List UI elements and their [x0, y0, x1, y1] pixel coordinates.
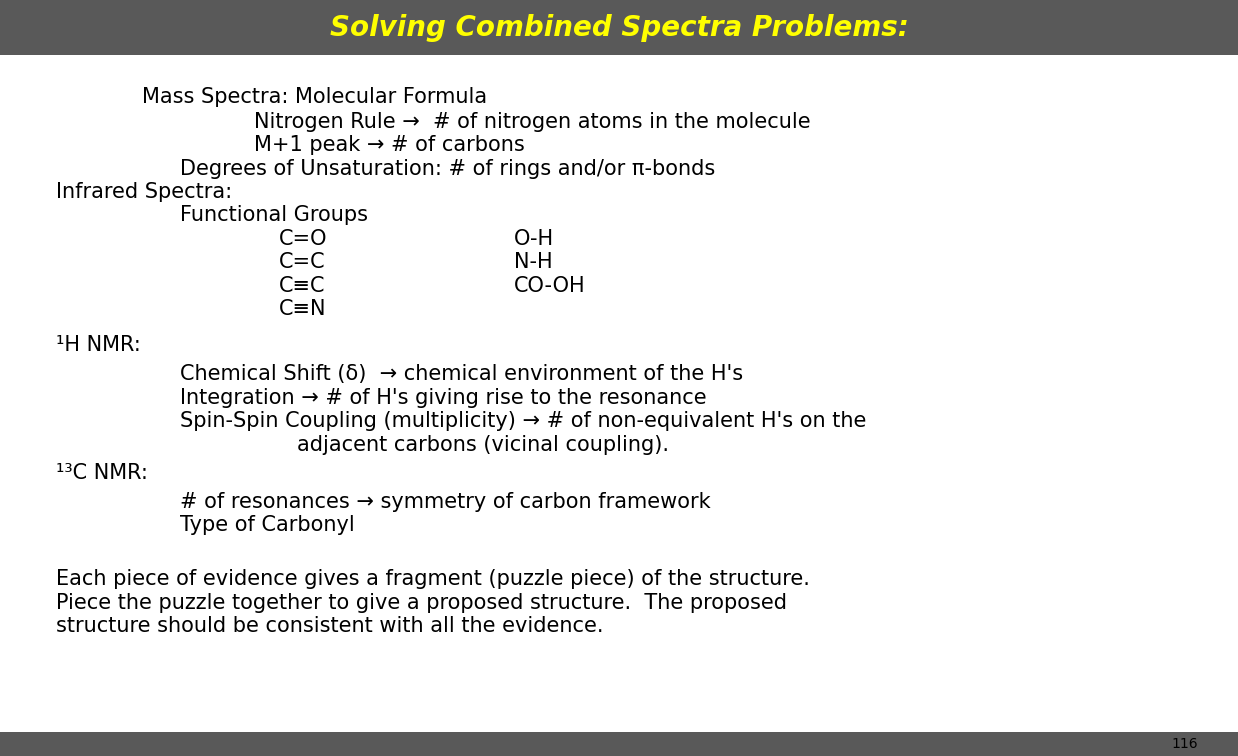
Text: Solving Combined Spectra Problems:: Solving Combined Spectra Problems:: [329, 14, 909, 42]
Text: N-H: N-H: [514, 253, 552, 272]
Text: C=C: C=C: [279, 253, 326, 272]
Text: CO-OH: CO-OH: [514, 276, 586, 296]
Bar: [0, 0, 1238, 55]
Text: Functional Groups: Functional Groups: [180, 206, 368, 225]
Text: Mass Spectra: Molecular Formula: Mass Spectra: Molecular Formula: [142, 87, 488, 107]
Text: Spin-Spin Coupling (multiplicity) → # of non-equivalent H's on the: Spin-Spin Coupling (multiplicity) → # of…: [180, 411, 865, 431]
Text: C=O: C=O: [279, 229, 327, 249]
Text: C≡N: C≡N: [279, 299, 326, 319]
Text: Piece the puzzle together to give a proposed structure.  The proposed: Piece the puzzle together to give a prop…: [56, 593, 786, 612]
Text: Chemical Shift (δ)  → chemical environment of the H's: Chemical Shift (δ) → chemical environmen…: [180, 364, 743, 384]
Text: adjacent carbons (vicinal coupling).: adjacent carbons (vicinal coupling).: [297, 435, 669, 454]
Text: C≡C: C≡C: [279, 276, 326, 296]
Text: structure should be consistent with all the evidence.: structure should be consistent with all …: [56, 616, 603, 636]
Text: Degrees of Unsaturation: # of rings and/or π-bonds: Degrees of Unsaturation: # of rings and/…: [180, 159, 714, 178]
Text: ¹³C NMR:: ¹³C NMR:: [56, 463, 147, 483]
Text: M+1 peak → # of carbons: M+1 peak → # of carbons: [254, 135, 525, 155]
Text: Each piece of evidence gives a fragment (puzzle piece) of the structure.: Each piece of evidence gives a fragment …: [56, 569, 810, 589]
Text: Infrared Spectra:: Infrared Spectra:: [56, 182, 232, 202]
Text: Type of Carbonyl: Type of Carbonyl: [180, 516, 354, 535]
Text: Nitrogen Rule →  # of nitrogen atoms in the molecule: Nitrogen Rule → # of nitrogen atoms in t…: [254, 112, 811, 132]
Text: ¹H NMR:: ¹H NMR:: [56, 336, 140, 355]
Text: Integration → # of H's giving rise to the resonance: Integration → # of H's giving rise to th…: [180, 388, 706, 407]
Bar: [0, 732, 1238, 756]
Text: 116: 116: [1171, 737, 1198, 751]
Text: # of resonances → symmetry of carbon framework: # of resonances → symmetry of carbon fra…: [180, 492, 711, 512]
Text: O-H: O-H: [514, 229, 553, 249]
